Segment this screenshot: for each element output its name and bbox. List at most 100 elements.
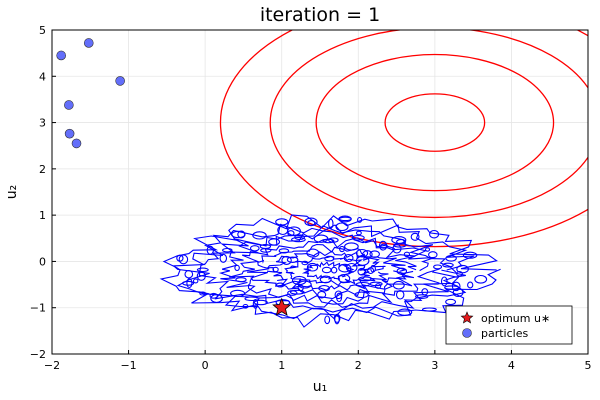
legend-label-optimum: optimum u∗ <box>481 312 550 325</box>
blue-contour-32 <box>281 255 292 265</box>
blue-contour-126 <box>433 264 443 270</box>
x-tick-label-2: 0 <box>202 359 209 372</box>
y-tick-label-2: 0 <box>39 255 46 268</box>
blue-contour-88 <box>287 290 298 296</box>
blue-contour-93 <box>328 218 334 229</box>
blue-contour-34 <box>324 315 331 325</box>
blue-contour-36 <box>249 245 260 252</box>
blue-contour-82 <box>178 254 189 265</box>
blue-contour-20 <box>330 266 338 274</box>
particle-point-0 <box>56 50 66 61</box>
blue-contour-71 <box>403 251 411 258</box>
blue-contour-69 <box>287 230 295 237</box>
blue-contour-60 <box>338 216 352 222</box>
blue-contours <box>159 214 501 328</box>
blue-contour-80 <box>337 273 351 283</box>
blue-contour-107 <box>252 299 259 309</box>
grid <box>51 29 589 355</box>
particle-point-5 <box>71 138 82 149</box>
blue-contour-119 <box>397 308 413 316</box>
blue-contour-62 <box>442 262 454 268</box>
blue-contour-33 <box>272 266 279 273</box>
blue-contour-6 <box>198 225 460 313</box>
blue-contour-114 <box>421 307 437 312</box>
blue-contour-117 <box>297 284 304 292</box>
blue-contour-38 <box>242 303 249 309</box>
blue-contour-124 <box>291 236 306 243</box>
blue-contour-9 <box>317 290 327 299</box>
y-tick-label-5: 3 <box>39 117 46 130</box>
red-contour-2 <box>269 30 588 219</box>
blue-contour-118 <box>429 229 440 239</box>
particle-point-2 <box>115 76 125 86</box>
blue-contour-67 <box>199 291 207 296</box>
blue-contour-47 <box>339 245 345 253</box>
x-tick-label-0: −2 <box>44 359 60 372</box>
blue-contour-42 <box>474 274 488 284</box>
blue-contour-79 <box>451 281 461 292</box>
blue-contour-55 <box>362 250 373 259</box>
blue-contour-8 <box>159 214 501 328</box>
particle-point-1 <box>83 38 94 48</box>
blue-contour-105 <box>313 234 329 243</box>
blue-contour-63 <box>334 290 343 300</box>
blue-contour-91 <box>343 253 354 263</box>
blue-contour-77 <box>275 218 289 226</box>
blue-contour-72 <box>415 294 429 299</box>
blue-contour-66 <box>291 275 307 286</box>
blue-contour-46 <box>318 285 330 292</box>
blue-contour-50 <box>357 267 367 276</box>
blue-contour-11 <box>301 260 309 266</box>
blue-contour-125 <box>379 243 388 249</box>
blue-contour-7 <box>172 223 475 320</box>
blue-contour-86 <box>237 230 246 239</box>
blue-contour-54 <box>286 256 299 263</box>
blue-contour-22 <box>268 238 281 246</box>
blue-contour-84 <box>278 248 290 254</box>
blue-contour-97 <box>440 276 448 287</box>
blue-contour-12 <box>182 280 195 286</box>
blue-contour-94 <box>369 281 383 287</box>
blue-contour-106 <box>396 239 407 245</box>
particle-point-3 <box>64 100 74 110</box>
legend-circle-marker <box>462 328 472 338</box>
blue-contour-100 <box>275 282 285 288</box>
blue-contour-104 <box>277 225 289 236</box>
x-tick-label-3: 1 <box>278 359 285 372</box>
blue-contour-121 <box>219 253 228 263</box>
blue-contour-15 <box>358 276 372 282</box>
blue-contour-64 <box>424 247 431 252</box>
blue-contour-128 <box>196 267 209 273</box>
blue-contour-89 <box>234 264 240 272</box>
blue-contour-10 <box>345 262 358 273</box>
blue-contour-96 <box>392 280 405 290</box>
blue-contour-83 <box>289 289 305 295</box>
legend: optimum u∗ particles <box>445 305 573 345</box>
blue-contour-101 <box>370 264 376 273</box>
blue-contour-87 <box>392 244 402 254</box>
x-tick-label-7: 5 <box>585 359 592 372</box>
legend-star-marker <box>460 311 474 324</box>
blue-contour-57 <box>322 238 335 244</box>
x-tick-label-4: 2 <box>355 359 362 372</box>
blue-contour-78 <box>297 280 312 289</box>
blue-contour-49 <box>230 289 246 298</box>
blue-contour-75 <box>462 251 478 259</box>
blue-contour-99 <box>445 254 457 262</box>
blue-contour-113 <box>355 281 370 287</box>
blue-contour-19 <box>306 248 320 258</box>
blue-contour-127 <box>244 296 260 302</box>
blue-contour-120 <box>355 230 362 236</box>
blue-contour-111 <box>357 216 363 223</box>
x-ticks: −2 −1 0 1 2 3 4 5 <box>44 350 592 372</box>
blue-contour-61 <box>396 267 408 275</box>
blue-contour-3 <box>247 243 408 300</box>
blue-contour-59 <box>252 231 267 240</box>
optimum-point <box>272 297 292 316</box>
blue-contour-27 <box>306 262 319 272</box>
x-tick-label-1: −1 <box>120 359 136 372</box>
blue-contour-23 <box>184 269 194 279</box>
blue-contour-17 <box>235 277 247 283</box>
y-tick-label-1: −1 <box>30 302 46 315</box>
